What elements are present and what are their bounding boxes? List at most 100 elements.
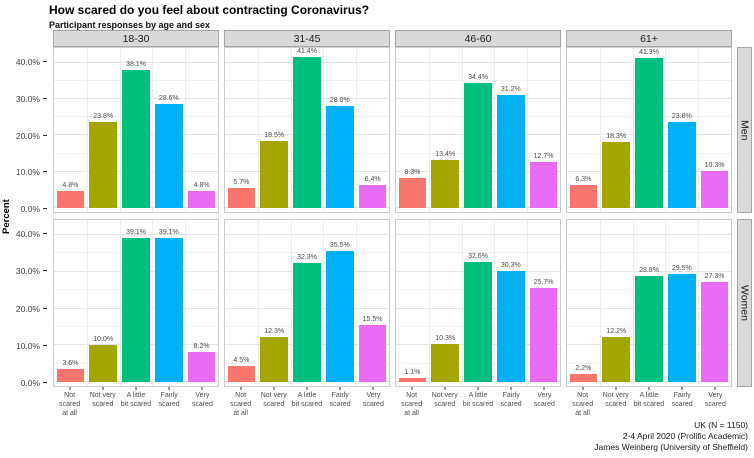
bar-value-label: 27.3% (704, 272, 725, 280)
facet-column-strip-46-60: 46-60 (395, 30, 561, 47)
bar-not-scared-at-all (227, 365, 256, 383)
bar-not-scared-at-all (398, 378, 427, 383)
x-axis-tick-label-very-scared: Very scared (362, 392, 384, 409)
y-axis-tick-mark (43, 208, 47, 210)
gridline-vertical (665, 48, 667, 212)
x-axis-tick-label-not-scared-at-all: Not scared at all (230, 392, 252, 418)
facet-panel-men-18-30: 4.8% 23.8% 38.1% 28.6% 4.8% (53, 47, 219, 213)
chart-title: How scared do you feel about contracting… (49, 3, 370, 17)
x-axis-tick-mark (201, 387, 203, 390)
bar-value-label: 39.1% (126, 229, 146, 237)
x-axis-tick-mark (135, 387, 137, 390)
bar-a-little-bit-scared (293, 263, 321, 383)
y-axis-tick-mark (43, 171, 47, 173)
x-axis-tick-mark (444, 387, 446, 390)
x-axis-tick-mark (102, 387, 104, 390)
x-axis-tick-mark (273, 387, 275, 390)
bar-value-label: 8.3% (404, 169, 421, 177)
x-axis-tick-label-not-very-scared: Not very scared (260, 392, 287, 409)
bar-value-label: 28.6% (158, 95, 179, 103)
bar-a-little-bit-scared (464, 83, 492, 209)
x-axis-tick-mark (681, 387, 683, 390)
bar-value-label: 41.4% (297, 48, 317, 56)
x-axis-tick-mark (168, 387, 170, 390)
bar-value-label: 4.8% (62, 181, 79, 189)
x-axis-46-60: Not scared at all Not very scared A little bi… (395, 387, 561, 417)
gridline-vertical (323, 48, 325, 212)
gridline-vertical (632, 220, 634, 386)
bar-very-scared (358, 185, 387, 209)
bar-fairly-scared (668, 273, 696, 383)
gridline-vertical (86, 48, 88, 212)
facet-column-strip-31-45: 31-45 (224, 30, 390, 47)
bar-fairly-scared (497, 94, 525, 209)
bar-value-label: 32.6% (468, 253, 488, 261)
bar-value-label: 25.7% (533, 278, 554, 286)
gridline-vertical (632, 48, 634, 212)
gridline-minor (225, 252, 389, 254)
bar-value-label: 18.3% (606, 132, 627, 140)
facet-row-strip-men: Men (737, 47, 752, 213)
bar-value-label: 10.3% (435, 335, 456, 343)
bar-value-label: 2.2% (575, 365, 592, 373)
bar-value-label: 32.3% (297, 254, 317, 262)
y-axis-tick-label: 40.0% (15, 56, 40, 67)
gridline-vertical (257, 48, 259, 212)
facet-column-strip-61: 61+ (566, 30, 732, 47)
x-axis-tick-label-a-little-bit-scared: A little bit scared (291, 392, 323, 409)
gridline-vertical (119, 220, 121, 386)
bar-value-label: 5.7% (233, 178, 250, 186)
y-axis-men: 0.0% 10.0% 20.0% 30.0% 40.0% (0, 47, 48, 214)
facet-panel-men-31-45: 5.7% 18.5% 41.4% 28.0% 6.4% (224, 47, 390, 213)
facet-panel-women-61: 2.2% 12.2% 28.8% 29.5% 27.3% (566, 219, 732, 387)
bar-not-very-scared (89, 345, 117, 383)
x-axis-tick-label-not-scared-at-all: Not scared at all (59, 392, 81, 418)
x-axis-18-30: Not scared at all Not very scared A little bi… (53, 387, 219, 417)
bar-value-label: 18.5% (264, 131, 285, 139)
bar-value-label: 12.2% (606, 328, 627, 336)
gridline-major (54, 233, 218, 235)
gridline-vertical (152, 48, 154, 212)
x-axis-tick-mark (339, 387, 341, 390)
bar-value-label: 10.0% (93, 336, 114, 344)
gridline-major (54, 61, 218, 63)
bar-not-scared-at-all (569, 374, 598, 383)
gridline-vertical (665, 220, 667, 386)
y-axis-tick-label: 10.0% (15, 340, 40, 351)
bar-value-label: 31.2% (500, 85, 521, 93)
x-axis-31-45: Not scared at all Not very scared A little bi… (224, 387, 390, 417)
facet-panel-women-31-45: 4.5% 12.3% 32.3% 35.5% 15.5% (224, 219, 390, 387)
x-axis-tick-label-fairly-scared: Fairly scared (671, 392, 693, 409)
bar-a-little-bit-scared (293, 57, 321, 209)
bar-value-label: 8.2% (193, 343, 210, 351)
gridline-major (567, 270, 731, 272)
bar-very-scared (187, 352, 216, 383)
y-axis-tick-mark (43, 344, 47, 346)
bar-value-label: 1.1% (404, 369, 421, 377)
gridline-major (396, 233, 560, 235)
x-axis-tick-label-a-little-bit-scared: A little bit scared (120, 392, 152, 409)
bar-not-scared-at-all (56, 369, 85, 383)
x-axis-tick-label-very-scared: Very scared (533, 392, 555, 409)
x-axis-tick-label-not-scared-at-all: Not scared at all (572, 392, 594, 418)
gridline-vertical (494, 48, 496, 212)
gridline-vertical (257, 220, 259, 386)
facet-panel-women-18-30: 3.6% 10.0% 39.1% 39.1% 8.2% (53, 219, 219, 387)
gridline-vertical (290, 48, 292, 212)
bar-value-label: 29.5% (671, 264, 692, 272)
y-axis-women: 0.0% 10.0% 20.0% 30.0% 40.0% (0, 219, 48, 388)
gridline-vertical (599, 220, 601, 386)
y-axis-tick-mark (43, 382, 47, 384)
x-axis-tick-mark (372, 387, 374, 390)
caption-line: James Weinberg (University of Sheffield) (594, 441, 748, 452)
x-axis-tick-mark (543, 387, 545, 390)
gridline-minor (567, 252, 731, 254)
y-axis-tick-mark (43, 270, 47, 272)
facet-panel-men-61: 6.3% 18.3% 41.3% 23.8% 10.3% (566, 47, 732, 213)
bar-a-little-bit-scared (635, 57, 663, 209)
x-axis-tick-mark (648, 387, 650, 390)
gridline-vertical (428, 220, 430, 386)
bar-value-label: 3.6% (62, 360, 79, 368)
bar-a-little-bit-scared (635, 276, 663, 383)
gridline-major (567, 233, 731, 235)
